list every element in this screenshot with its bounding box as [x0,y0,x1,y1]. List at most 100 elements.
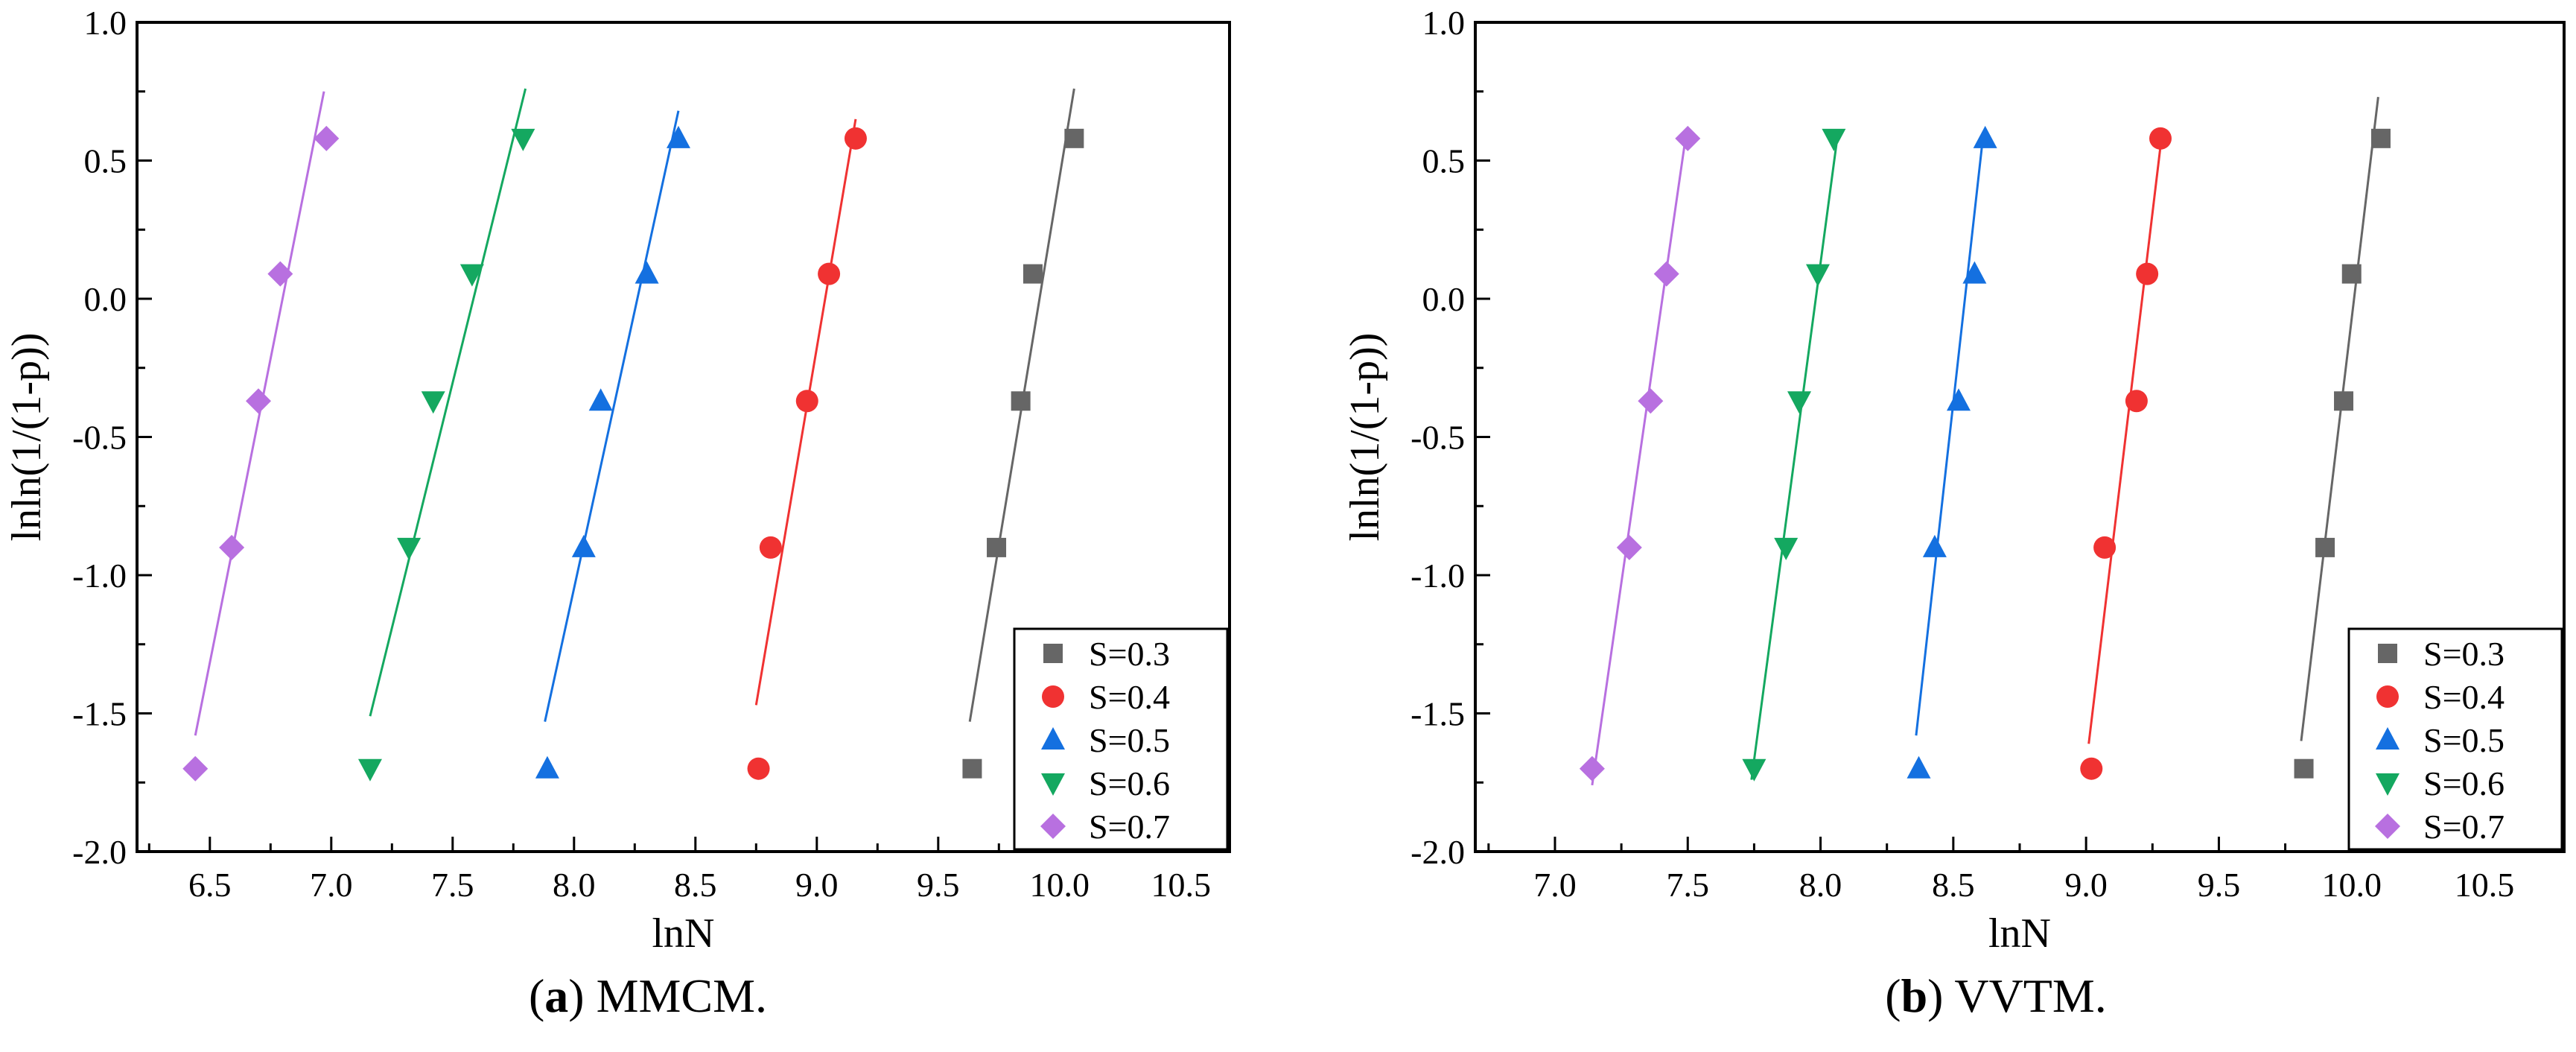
series-S=0.3 [962,88,1084,779]
legend-label: S=0.3 [1089,635,1170,673]
legend-label: S=0.6 [2423,764,2505,802]
y-tick-label: 0.5 [84,142,127,180]
x-tick-label: 8.0 [553,866,596,904]
data-point [1962,261,1987,284]
y-tick-label: 1.0 [1422,4,1466,42]
legend-marker [1042,685,1064,708]
series-S=0.5 [1906,125,1997,779]
data-point [795,390,818,413]
series-S=0.6 [1742,128,1846,782]
x-tick-label: 8.5 [674,866,717,904]
data-point [1774,537,1799,560]
legend-marker [2378,644,2397,663]
y-tick-label: 0.0 [1422,280,1466,318]
legend-marker [1043,644,1063,663]
legend-marker [2375,814,2400,839]
x-tick-label: 7.5 [431,866,474,904]
x-tick-label: 9.5 [2198,866,2241,904]
series-S=0.3 [2294,96,2391,779]
data-point [588,388,613,411]
x-tick-label: 10.5 [2455,866,2515,904]
x-tick-label: 8.5 [1932,866,1975,904]
data-point [2093,536,2117,559]
legend-marker [1040,814,1066,839]
legend-marker [1041,773,1065,796]
y-tick-label: 1.0 [84,4,127,42]
fit-line [369,88,527,717]
legend-marker [2376,773,2400,796]
data-point [818,262,841,285]
x-tick-label: 10.5 [1151,866,1212,904]
y-tick-label: 0.5 [1422,142,1466,180]
data-point [535,755,559,779]
x-tick-label: 7.0 [1533,866,1577,904]
data-point [1805,264,1830,287]
data-point [2080,757,2103,780]
data-point [1011,391,1031,411]
legend-label: S=0.7 [1089,808,1170,846]
data-point [246,388,271,414]
legend-label: S=0.6 [1089,764,1170,802]
data-point [2136,262,2159,285]
data-point [2315,537,2335,557]
data-point [459,264,484,287]
series-S=0.4 [2080,127,2172,780]
data-point [2341,264,2362,284]
y-tick-label: -0.5 [1411,419,1465,457]
data-point [219,534,245,560]
x-tick-label: 10.0 [2321,866,2382,904]
data-point [511,128,535,151]
data-point [666,125,690,148]
data-point [2370,128,2391,148]
data-point [1023,264,1043,284]
data-point [397,537,422,560]
legend-label: S=0.5 [2423,721,2505,759]
fit-line [2087,146,2162,744]
data-point [1787,391,1812,414]
data-point [314,125,340,151]
data-point [2294,758,2314,779]
caption-a-letter: a [544,969,569,1022]
fit-line [1591,141,1687,786]
data-point [1906,755,1931,779]
y-tick-label: -2.0 [72,833,127,871]
data-point [1822,128,1846,151]
data-point [962,758,982,779]
fit-line [1915,141,1984,736]
series-S=0.7 [182,91,340,782]
caption-b: (b) VVTM. [1885,969,2107,1022]
legend-marker [2376,685,2399,708]
data-point [1973,125,1997,148]
legend-label: S=0.5 [1089,721,1170,759]
fit-line [544,110,680,722]
data-point [2125,390,2148,413]
fit-line [1750,144,1838,780]
x-tick-label: 9.0 [2064,866,2108,904]
y-tick-label: -1.0 [1411,557,1465,595]
chart-vvtm: 7.0 7.5 8.0 8.5 9.0 9.5 10.0 10.5 -2.0 -1.5 -1.0 -0… [1342,4,2566,957]
series-S=0.4 [747,118,867,780]
data-point [2149,127,2172,150]
data-point [1653,261,1679,287]
x-tick-label: 9.5 [917,866,960,904]
data-point [357,758,382,782]
y-axis-label: lnln(1/(1-p)) [1342,333,1388,542]
legend-label: S=0.7 [2423,808,2505,846]
legend-marker [2376,727,2400,750]
data-point [2334,391,2354,411]
data-point [421,391,445,414]
y-tick-label: -1.5 [72,695,127,733]
legend-label: S=0.3 [2423,635,2505,673]
chart-mmcm: 6.5 7.0 7.5 8.0 8.5 9.0 9.5 10.0 10.5 -2.0 -1.5 -1.… [4,4,1231,957]
data-point [1064,128,1084,148]
data-point [1579,755,1605,782]
data-point [571,534,596,557]
y-tick-label: -1.0 [72,557,127,595]
y-tick-label: -0.5 [72,419,127,457]
y-tick-label: 0.0 [84,280,127,318]
y-axis-label: lnln(1/(1-p)) [4,333,50,542]
data-point [1922,534,1947,557]
data-point [759,536,782,559]
data-point [1638,388,1664,414]
